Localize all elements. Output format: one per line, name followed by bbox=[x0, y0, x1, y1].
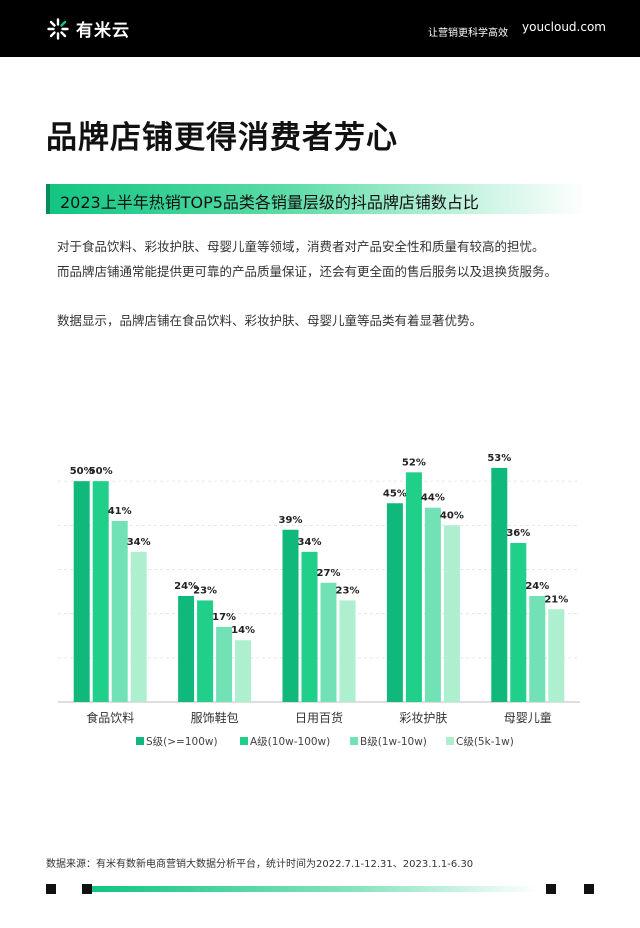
bar bbox=[424, 507, 441, 702]
bar bbox=[73, 481, 90, 702]
legend-label: S级(>=100w) bbox=[146, 736, 218, 748]
bar-value-label: 50% bbox=[89, 466, 113, 477]
bar-value-label: 27% bbox=[317, 568, 341, 579]
bar-value-label: 21% bbox=[544, 594, 568, 605]
bar-value-label: 50% bbox=[70, 466, 94, 477]
bar bbox=[301, 551, 318, 702]
body-paragraph-1: 对于食品饮料、彩妆护肤、母婴儿童等领域，消费者对产品安全性和质量有较高的担忧。 bbox=[57, 239, 545, 254]
bar-value-label: 23% bbox=[336, 585, 360, 596]
bar bbox=[235, 640, 252, 702]
bar bbox=[197, 600, 214, 702]
header-domain-link[interactable]: youcloud.com bbox=[522, 20, 606, 34]
bar-value-label: 44% bbox=[421, 493, 445, 504]
bar-value-label: 40% bbox=[440, 510, 464, 521]
bar-value-label: 24% bbox=[525, 581, 549, 592]
bar bbox=[92, 481, 109, 702]
category-tick-label: 母婴儿童 bbox=[504, 710, 552, 725]
bar bbox=[386, 503, 403, 702]
header-slogan: 让营销更科学高效 bbox=[428, 28, 508, 39]
bar bbox=[130, 551, 147, 702]
data-source-note: 数据来源：有米有数新电商营销大数据分析平台，统计时间为2022.7.1-12.3… bbox=[46, 859, 474, 870]
bar bbox=[178, 596, 195, 702]
brand-logo-icon bbox=[47, 17, 69, 40]
bar-chart: 50%50%41%34%食品饮料24%23%17%14%服饰鞋包39%34%27… bbox=[58, 453, 580, 748]
bar-value-label: 23% bbox=[193, 585, 217, 596]
top-bar: 有米云 让营销更科学高效 youcloud.com bbox=[0, 0, 640, 57]
subtitle-accent bbox=[46, 184, 50, 214]
legend-label: B级(1w-10w) bbox=[360, 736, 427, 748]
category-tick-label: 食品饮料 bbox=[86, 710, 134, 725]
brand-logo[interactable]: 有米云 bbox=[46, 16, 130, 41]
bar-value-label: 39% bbox=[279, 515, 303, 526]
bar-value-label: 36% bbox=[506, 528, 530, 539]
category-tick-label: 服饰鞋包 bbox=[191, 710, 239, 725]
bar-value-label: 41% bbox=[108, 506, 132, 517]
footer-square-left bbox=[46, 884, 56, 894]
category-tick-label: 日用百货 bbox=[295, 710, 343, 725]
footer-square-right bbox=[546, 884, 556, 894]
footer-square-right-2 bbox=[584, 884, 594, 894]
bar bbox=[111, 520, 128, 702]
legend-swatch bbox=[446, 737, 454, 745]
subtitle-banner bbox=[46, 184, 586, 214]
bar bbox=[529, 596, 546, 702]
bar bbox=[339, 600, 356, 702]
bar-value-label: 34% bbox=[298, 537, 322, 548]
bar-value-label: 52% bbox=[402, 457, 426, 468]
footer-gradient-line bbox=[92, 886, 540, 892]
brand-name: 有米云 bbox=[76, 21, 130, 41]
legend-swatch bbox=[240, 737, 248, 745]
bar bbox=[510, 543, 527, 702]
bar-value-label: 34% bbox=[127, 537, 151, 548]
category-tick-label: 彩妆护肤 bbox=[399, 710, 447, 725]
bar-value-label: 24% bbox=[174, 581, 198, 592]
bar bbox=[320, 582, 337, 702]
bar bbox=[405, 472, 422, 702]
page-title: 品牌店铺更得消费者芳心 bbox=[46, 120, 398, 156]
footer-square-left-2 bbox=[82, 884, 92, 894]
body-paragraph-3: 数据显示，品牌店铺在食品饮料、彩妆护肤、母婴儿童等品类有着显著优势。 bbox=[57, 313, 483, 328]
bar-value-label: 14% bbox=[231, 625, 255, 636]
legend-swatch bbox=[350, 737, 358, 745]
bar bbox=[548, 609, 565, 702]
legend-swatch bbox=[136, 737, 144, 745]
bar bbox=[443, 525, 460, 702]
bar-value-label: 53% bbox=[487, 453, 511, 464]
legend-label: C级(5k-1w) bbox=[456, 736, 514, 748]
body-paragraph-2: 而品牌店铺通常能提供更可靠的产品质量保证，还会有更全面的售后服务以及退换货服务。 bbox=[57, 264, 558, 279]
bar bbox=[282, 529, 299, 702]
bar bbox=[491, 467, 508, 702]
bar-value-label: 17% bbox=[212, 612, 236, 623]
bar bbox=[216, 626, 233, 702]
bar-value-label: 45% bbox=[383, 488, 407, 499]
legend-label: A级(10w-100w) bbox=[250, 736, 330, 748]
chart-subtitle: 2023上半年热销TOP5品类各销量层级的抖品牌店铺数占比 bbox=[60, 193, 479, 212]
